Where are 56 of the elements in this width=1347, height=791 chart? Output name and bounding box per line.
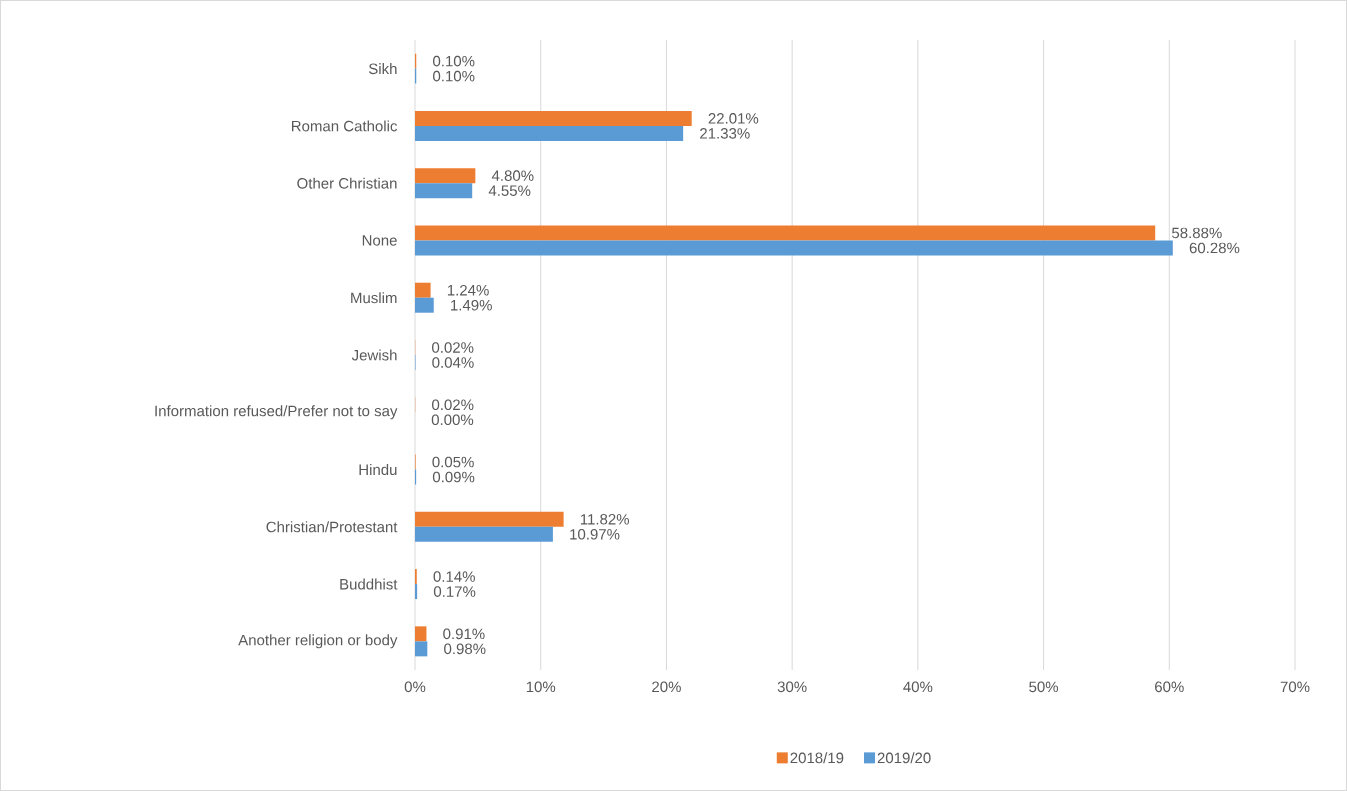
- data-label: 0.14%: [433, 571, 475, 582]
- y-tick-label: Information refused/Prefer not to say: [155, 405, 398, 420]
- legend-label: 2018/19: [790, 752, 844, 764]
- data-label: 11.82%: [580, 513, 630, 525]
- y-tick-label: Christian/Protestant: [266, 521, 398, 533]
- y-tick-label: Buddhist: [340, 578, 398, 590]
- legend-label: 2019/20: [877, 752, 931, 764]
- bar: [415, 626, 427, 642]
- bar: [415, 183, 473, 199]
- x-tick-label: 0%: [404, 681, 426, 693]
- data-label: 0.02%: [432, 342, 474, 353]
- data-label: 0.98%: [444, 643, 486, 655]
- data-label: 0.09%: [432, 471, 475, 483]
- x-tick-label: 60%: [1155, 681, 1184, 693]
- bar: [415, 584, 418, 600]
- bar: [415, 110, 692, 126]
- bar: [415, 282, 431, 298]
- data-label: 60.28%: [1189, 242, 1240, 254]
- y-tick-label: Jewish: [351, 349, 397, 361]
- data-label: 0.00%: [431, 414, 474, 426]
- bar: [415, 511, 564, 527]
- x-tick-label: 50%: [1029, 681, 1059, 693]
- data-label: 0.05%: [432, 456, 474, 468]
- data-label: 22.01%: [708, 113, 759, 124]
- data-label: 0.02%: [432, 399, 474, 411]
- x-tick-label: 70%: [1280, 681, 1310, 693]
- bar: [415, 526, 553, 542]
- y-tick-label: Another religion or body: [238, 634, 398, 649]
- x-tick-label: 10%: [526, 681, 556, 693]
- y-tick-label: Muslim: [351, 292, 397, 304]
- data-label: 10.97%: [570, 528, 620, 540]
- y-tick-label: Roman Catholic: [291, 120, 398, 132]
- bar: [415, 240, 1173, 256]
- data-label: 58.88%: [1172, 227, 1222, 239]
- x-tick-label: 30%: [777, 681, 807, 693]
- data-label: 1.49%: [451, 299, 492, 311]
- bar: [415, 225, 1156, 241]
- data-label: 4.80%: [491, 170, 534, 181]
- x-tick-label: 20%: [652, 681, 681, 693]
- y-tick-label: None: [362, 235, 397, 246]
- bar: [415, 125, 684, 141]
- x-tick-label: 40%: [903, 681, 933, 693]
- y-tick-label: Other Christian: [297, 177, 397, 189]
- y-tick-label: Hindu: [359, 464, 397, 476]
- data-label: 21.33%: [700, 128, 750, 139]
- bar: [415, 641, 428, 657]
- data-label: 1.24%: [447, 284, 489, 296]
- data-label: 4.55%: [488, 185, 531, 196]
- bar: [415, 297, 434, 313]
- bar: [415, 168, 476, 184]
- data-label: 0.10%: [433, 55, 475, 67]
- data-label: 0.91%: [443, 628, 485, 640]
- data-label: 0.10%: [433, 70, 475, 82]
- data-label: 0.17%: [433, 586, 476, 597]
- data-label: 0.04%: [432, 357, 474, 368]
- y-tick-label: Sikh: [368, 63, 397, 75]
